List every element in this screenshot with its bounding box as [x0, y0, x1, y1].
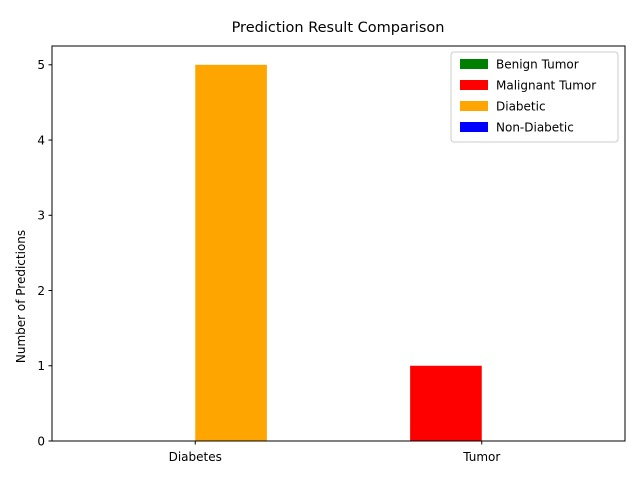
y-tick-label: 4	[37, 133, 45, 147]
y-axis-label: Number of Predictions	[14, 230, 28, 363]
legend-label-benign-tumor: Benign Tumor	[496, 58, 579, 72]
chart-title: Prediction Result Comparison	[232, 20, 445, 36]
legend-label-malignant-tumor: Malignant Tumor	[496, 79, 596, 93]
legend-swatch-benign-tumor	[460, 59, 488, 69]
bar-malignant-tumor-tumor	[410, 365, 482, 441]
bars-group	[195, 64, 482, 442]
legend-box	[450, 51, 619, 143]
legend-swatch-malignant-tumor	[460, 80, 488, 90]
x-tick-label-tumor: Tumor	[462, 450, 500, 464]
legend-label-diabetic: Diabetic	[496, 100, 546, 114]
legend: Benign Tumor Malignant Tumor Diabetic Non-D…	[450, 51, 619, 143]
legend-label-non-diabetic: Non-Diabetic	[496, 121, 574, 135]
legend-swatch-non-diabetic	[460, 122, 488, 132]
legend-swatch-diabetic	[460, 101, 488, 111]
y-tick-label: 1	[37, 359, 45, 373]
axes-group: 0 1 2 3 4 5 Diabetes Tumor	[37, 45, 626, 464]
y-tick-label: 0	[37, 434, 45, 448]
x-tick-label-diabetes: Diabetes	[169, 450, 222, 464]
y-tick-label: 5	[37, 58, 45, 72]
y-tick-label: 3	[37, 209, 45, 223]
plot-frame	[51, 45, 626, 442]
y-tick-label: 2	[37, 284, 45, 298]
bar-diabetic-diabetes	[195, 64, 267, 442]
